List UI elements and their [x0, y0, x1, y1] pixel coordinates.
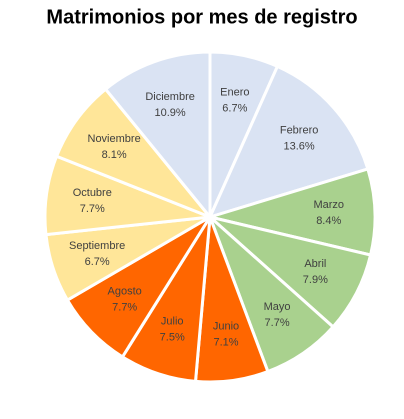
slice-value: 7.7% [80, 203, 105, 215]
slice-label: Mayo [264, 301, 291, 313]
slice-label: Enero [220, 87, 249, 99]
slice-label: Abril [304, 258, 326, 270]
slice-value: 6.7% [85, 256, 110, 268]
slice-value: 7.7% [265, 317, 290, 329]
slice-label: Marzo [313, 199, 344, 211]
slice-value: 6.7% [222, 103, 247, 115]
slice-value: 7.5% [160, 332, 185, 344]
slice-value: 8.1% [102, 149, 127, 161]
slice-value: 7.1% [213, 337, 238, 349]
slice-label: Septiembre [69, 240, 125, 252]
slice-label: Diciembre [145, 91, 195, 103]
slice-label: Agosto [108, 286, 142, 298]
pie-slice [207, 64, 370, 220]
slice-value: 7.9% [303, 274, 328, 286]
slice-label: Junio [213, 321, 239, 333]
slice-label: Octubre [73, 187, 112, 199]
slice-label: Julio [161, 316, 184, 328]
slice-value: 13.6% [284, 140, 315, 152]
chart-title: Matrimonios por mes de registro [46, 6, 357, 28]
pie-slice [103, 50, 212, 222]
slice-value: 10.9% [155, 107, 186, 119]
pie-slice [204, 167, 377, 257]
slice-value: 7.7% [112, 302, 137, 314]
slice-value: 8.4% [316, 215, 341, 227]
slice-label: Febrero [280, 124, 319, 136]
slice-label: Noviembre [88, 133, 141, 145]
